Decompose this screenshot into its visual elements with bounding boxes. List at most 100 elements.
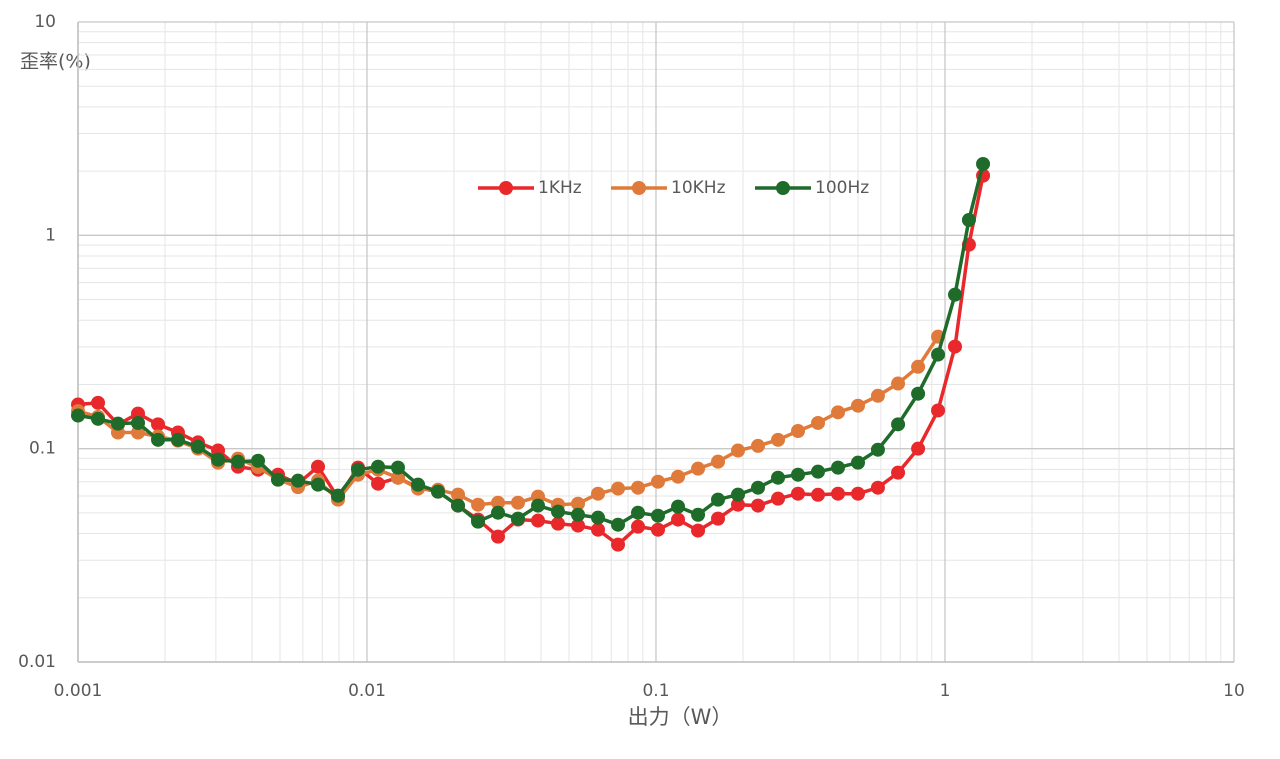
data-point: [650, 474, 665, 489]
data-point: [131, 415, 146, 430]
data-point: [411, 477, 426, 492]
data-point: [691, 507, 706, 522]
x-tick-label: 10: [1223, 681, 1245, 701]
data-point: [211, 452, 226, 467]
data-point: [631, 480, 646, 495]
data-point: [671, 469, 686, 484]
data-point: [531, 498, 546, 513]
data-point: [811, 487, 826, 502]
x-tick-label: 1: [940, 681, 951, 701]
data-point: [911, 359, 926, 374]
y-tick-label: 10: [34, 12, 56, 32]
data-point: [291, 473, 306, 488]
data-point: [948, 287, 963, 302]
legend-label: 100Hz: [815, 178, 869, 198]
data-point: [371, 476, 386, 491]
data-point: [731, 443, 746, 458]
data-point: [331, 488, 346, 503]
data-point: [471, 514, 486, 529]
data-point: [551, 504, 566, 519]
data-point: [510, 495, 525, 510]
data-point: [771, 491, 786, 506]
data-point: [571, 518, 586, 533]
data-point: [531, 513, 546, 528]
legend-label: 10KHz: [671, 178, 726, 198]
x-tick-label: 0.001: [54, 681, 103, 701]
legend-label: 1KHz: [538, 178, 582, 198]
data-point: [851, 455, 866, 470]
data-point: [751, 498, 766, 513]
data-point: [451, 487, 466, 502]
data-point: [851, 486, 866, 501]
data-point: [71, 408, 85, 423]
data-point: [571, 496, 586, 511]
data-point: [251, 453, 266, 468]
data-point: [711, 492, 726, 507]
data-point: [131, 425, 146, 440]
data-point: [91, 411, 106, 426]
data-point: [650, 522, 665, 537]
y-tick-label: 1: [45, 225, 56, 245]
data-point: [591, 510, 606, 525]
data-point: [390, 470, 405, 485]
data-point: [711, 454, 726, 469]
data-point: [431, 484, 446, 499]
data-point: [691, 461, 706, 476]
y-axis-label: 歪率(%): [20, 51, 91, 73]
data-point: [471, 497, 486, 512]
data-point: [891, 417, 906, 432]
data-point: [870, 388, 885, 403]
data-point: [831, 460, 846, 475]
series-line: [77, 163, 985, 527]
series-line: [77, 335, 940, 507]
series-line: [77, 175, 985, 547]
data-point: [650, 508, 665, 523]
data-point: [110, 416, 125, 431]
data-point: [961, 212, 976, 227]
data-point: [311, 477, 326, 492]
data-point: [631, 505, 646, 520]
data-point: [691, 523, 706, 538]
data-point: [631, 519, 646, 534]
data-point: [271, 472, 286, 487]
data-point: [791, 467, 806, 482]
data-point: [491, 495, 506, 510]
data-point: [611, 517, 626, 532]
data-point: [451, 498, 466, 513]
data-point: [671, 512, 686, 527]
data-point: [751, 438, 766, 453]
data-point: [891, 376, 906, 391]
data-point: [831, 486, 846, 501]
data-point: [611, 537, 626, 552]
data-point: [571, 507, 586, 522]
legend-marker: [776, 181, 790, 195]
data-point: [390, 460, 405, 475]
data-point: [911, 386, 926, 401]
data-point: [151, 432, 166, 447]
data-point: [191, 439, 206, 454]
data-point: [371, 459, 386, 474]
data-point: [771, 470, 786, 485]
data-point: [870, 480, 885, 495]
data-point: [931, 403, 946, 418]
data-point: [151, 417, 166, 432]
data-point: [791, 486, 806, 501]
data-point: [591, 522, 606, 537]
data-point: [811, 415, 826, 430]
data-point: [91, 395, 106, 410]
data-point: [611, 481, 626, 496]
data-point: [831, 405, 846, 420]
y-tick-label: 0.01: [18, 652, 56, 672]
x-axis-label: 出力（W）: [628, 705, 733, 729]
data-point: [170, 432, 185, 447]
data-point: [491, 529, 506, 544]
data-point: [731, 487, 746, 502]
data-point: [791, 424, 806, 439]
data-point: [551, 516, 566, 531]
data-point: [731, 497, 746, 512]
data-point: [751, 480, 766, 495]
data-point: [870, 442, 885, 457]
data-point: [891, 465, 906, 480]
data-point: [711, 511, 726, 526]
data-point: [771, 432, 786, 447]
